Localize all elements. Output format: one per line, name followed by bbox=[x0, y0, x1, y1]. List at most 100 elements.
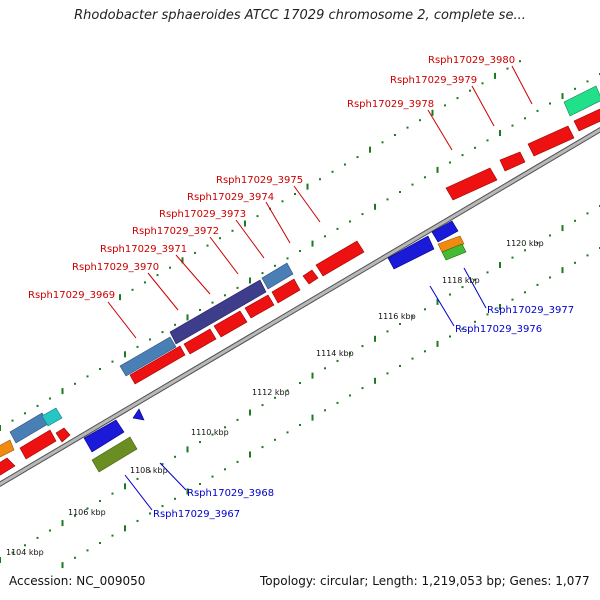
kbp-label: 1114 kbp bbox=[316, 349, 354, 358]
minor-tick bbox=[336, 227, 339, 230]
minor-tick bbox=[236, 460, 239, 463]
gene-arrow[interactable] bbox=[129, 345, 186, 385]
gene-label[interactable]: Rsph17029_3975 bbox=[216, 175, 303, 186]
minor-tick bbox=[461, 286, 464, 289]
gene-arrow[interactable] bbox=[213, 310, 248, 338]
gene-arrow[interactable] bbox=[183, 328, 217, 355]
minor-tick bbox=[136, 519, 139, 522]
minor-tick bbox=[74, 382, 76, 385]
minor-tick bbox=[399, 365, 401, 367]
minor-tick bbox=[86, 507, 89, 510]
major-tick bbox=[186, 314, 189, 321]
gene-arrow[interactable] bbox=[132, 408, 145, 421]
gene-arrow[interactable] bbox=[527, 125, 575, 157]
minor-tick bbox=[236, 418, 239, 421]
minor-tick bbox=[511, 124, 514, 127]
gene-arrow[interactable] bbox=[119, 336, 177, 377]
minor-tick bbox=[211, 301, 214, 304]
gene-arrow[interactable] bbox=[169, 279, 267, 345]
kbp-labels: 1104 kbp 1106 kbp 1108 kbp 1110 kbp 1112… bbox=[6, 239, 544, 557]
gene-arrow[interactable] bbox=[0, 457, 16, 480]
major-tick bbox=[61, 562, 64, 569]
minor-tick bbox=[324, 235, 326, 238]
gene-arrow[interactable] bbox=[445, 167, 498, 201]
minor-tick bbox=[574, 219, 576, 222]
minor-tick bbox=[131, 288, 134, 291]
gene-arrow[interactable] bbox=[271, 278, 301, 304]
major-tick bbox=[436, 298, 439, 305]
minor-tick bbox=[299, 424, 301, 426]
gene-arrow[interactable] bbox=[261, 262, 294, 290]
minor-tick bbox=[49, 529, 51, 532]
minor-tick bbox=[161, 463, 164, 466]
gene-label[interactable]: Rsph17029_3971 bbox=[100, 244, 187, 255]
minor-tick bbox=[574, 261, 576, 264]
minor-tick bbox=[424, 176, 426, 179]
gene-label[interactable]: Rsph17029_3974 bbox=[187, 192, 274, 203]
minor-tick bbox=[524, 291, 526, 294]
minor-tick bbox=[194, 251, 196, 254]
gene-arrow[interactable] bbox=[302, 269, 319, 285]
gene-arrow[interactable] bbox=[91, 436, 138, 473]
gene-label[interactable]: Rsph17029_3977 bbox=[487, 305, 574, 316]
gene-arrow[interactable] bbox=[83, 419, 125, 453]
minor-tick bbox=[99, 500, 101, 502]
gene-arrow[interactable] bbox=[563, 85, 600, 117]
gene-arrow[interactable] bbox=[431, 220, 459, 243]
gene-arrow[interactable] bbox=[441, 243, 467, 261]
gene-arrow[interactable] bbox=[573, 108, 600, 132]
gene-label[interactable]: Rsph17029_3973 bbox=[159, 209, 246, 220]
minor-tick bbox=[449, 161, 451, 164]
minor-tick bbox=[349, 220, 351, 223]
gene-label[interactable]: Rsph17029_3972 bbox=[132, 226, 219, 237]
minor-tick bbox=[324, 409, 326, 412]
gene-label[interactable]: Rsph17029_3967 bbox=[153, 509, 240, 520]
minor-tick bbox=[536, 241, 539, 244]
gene-arrow[interactable] bbox=[244, 294, 275, 319]
major-tick bbox=[494, 72, 496, 79]
gene-labels[interactable]: Rsph17029_3969 Rsph17029_3970 Rsph17029_… bbox=[28, 55, 574, 520]
minor-tick bbox=[586, 212, 589, 215]
gene-arrow[interactable] bbox=[499, 151, 526, 172]
gene-label[interactable]: Rsph17029_3980 bbox=[428, 55, 515, 66]
minor-tick bbox=[481, 82, 484, 85]
minor-tick bbox=[461, 328, 464, 331]
gene-arrow[interactable] bbox=[437, 235, 465, 253]
gene-arrow[interactable] bbox=[315, 240, 365, 277]
gene-arrow[interactable] bbox=[55, 427, 71, 443]
minor-tick bbox=[336, 401, 339, 404]
minor-tick bbox=[461, 154, 464, 157]
gene-arrow[interactable] bbox=[0, 439, 15, 458]
minor-tick bbox=[444, 104, 446, 107]
gene-label[interactable]: Rsph17029_3969 bbox=[28, 290, 115, 301]
minor-tick bbox=[261, 446, 264, 449]
minor-tick bbox=[24, 412, 26, 415]
kbp-label: 1104 kbp bbox=[6, 548, 44, 557]
gene-label[interactable]: Rsph17029_3979 bbox=[390, 75, 477, 86]
minor-tick bbox=[536, 283, 539, 286]
genes-reverse[interactable] bbox=[83, 220, 467, 473]
minor-tick bbox=[324, 367, 326, 370]
minor-tick bbox=[319, 178, 321, 181]
minor-tick bbox=[406, 126, 409, 129]
gene-arrow[interactable] bbox=[41, 407, 63, 427]
gene-arrow[interactable] bbox=[387, 235, 435, 270]
gene-label[interactable]: Rsph17029_3968 bbox=[187, 488, 274, 499]
minor-tick bbox=[256, 215, 259, 218]
minor-tick bbox=[174, 455, 176, 458]
minor-tick bbox=[549, 102, 551, 105]
minor-tick bbox=[394, 134, 396, 136]
minor-tick bbox=[281, 200, 284, 203]
gene-arrow[interactable] bbox=[19, 429, 57, 460]
minor-tick bbox=[474, 146, 476, 149]
gene-label[interactable]: Rsph17029_3978 bbox=[347, 99, 434, 110]
minor-tick bbox=[74, 556, 76, 559]
minor-tick bbox=[149, 338, 151, 341]
major-tick bbox=[499, 262, 501, 268]
minor-tick bbox=[224, 468, 226, 471]
gene-label[interactable]: Rsph17029_3976 bbox=[455, 324, 542, 335]
gene-label[interactable]: Rsph17029_3970 bbox=[72, 262, 159, 273]
genes-forward[interactable] bbox=[0, 85, 600, 480]
